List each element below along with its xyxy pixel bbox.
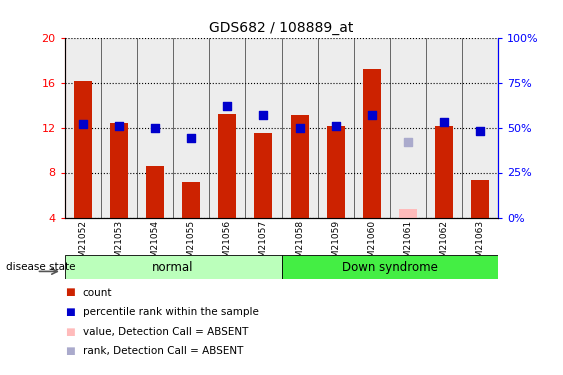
Bar (110, 123, 128, 218)
Bar (399, 209, 417, 218)
Text: ■: ■ (65, 307, 74, 317)
Point (187, 135, 196, 141)
Point (367, 112, 376, 118)
Text: ■: ■ (65, 327, 74, 336)
Text: value, Detection Call = ABSENT: value, Detection Call = ABSENT (83, 327, 248, 336)
Bar (182, 182, 200, 218)
Bar (209, 38, 245, 218)
Point (223, 103, 232, 109)
Bar (146, 166, 164, 218)
Text: percentile rank within the sample: percentile rank within the sample (83, 307, 258, 317)
Text: ■: ■ (65, 346, 74, 356)
Bar (327, 126, 345, 218)
Bar (137, 38, 173, 218)
Bar (254, 133, 272, 218)
Bar (390, 38, 426, 218)
Bar (282, 38, 318, 218)
Bar (363, 69, 381, 218)
Bar (173, 38, 209, 218)
Point (114, 123, 123, 129)
Text: Down syndrome: Down syndrome (342, 261, 438, 274)
Point (476, 128, 485, 134)
Bar (218, 114, 236, 218)
Bar (65, 38, 101, 218)
Bar (435, 126, 453, 218)
Point (331, 123, 340, 129)
Bar (245, 38, 282, 218)
Bar (426, 38, 462, 218)
Bar (471, 180, 489, 218)
Bar (354, 38, 390, 218)
Text: rank, Detection Call = ABSENT: rank, Detection Call = ABSENT (83, 346, 243, 356)
Bar (74, 81, 92, 218)
Bar (101, 38, 137, 218)
Bar (291, 115, 309, 218)
Text: normal: normal (153, 261, 194, 274)
Bar (282, 255, 498, 279)
Point (78, 121, 87, 127)
Point (440, 119, 449, 125)
Point (404, 139, 413, 145)
Bar (65, 255, 282, 279)
Point (150, 124, 159, 130)
Text: ■: ■ (65, 288, 74, 297)
Bar (462, 38, 498, 218)
Point (259, 112, 268, 118)
Text: disease state: disease state (6, 262, 75, 272)
Point (295, 124, 304, 130)
Title: GDS682 / 108889_at: GDS682 / 108889_at (209, 21, 354, 35)
Text: count: count (83, 288, 112, 297)
Bar (318, 38, 354, 218)
